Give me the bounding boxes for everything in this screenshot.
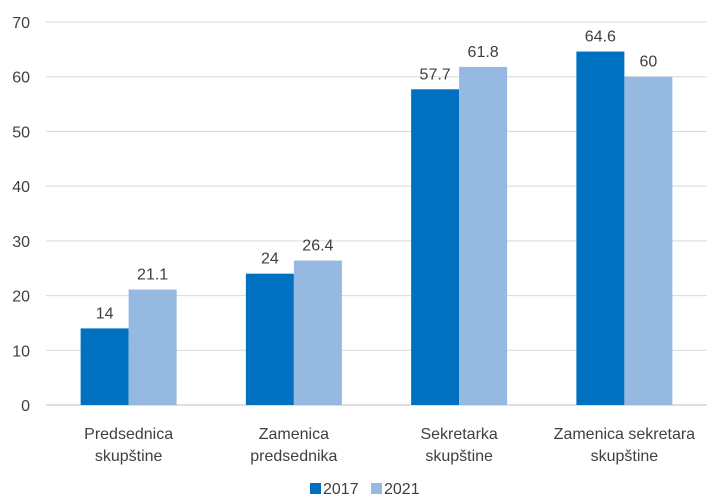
- bar-2021-1: [293, 260, 342, 405]
- y-tick-label: 30: [12, 234, 30, 251]
- legend: 2017 2021: [310, 481, 420, 498]
- category-label: Sekretarka: [420, 426, 497, 443]
- y-tick-label: 60: [12, 70, 30, 87]
- y-axis-ticks: 0 10 20 30 40 50 60 70: [12, 15, 30, 415]
- y-tick-label: 20: [12, 289, 30, 306]
- data-labels: 14 21.1 24 26.4 57.7 61.8 64.6 60: [96, 29, 658, 323]
- data-label: 57.7: [420, 66, 451, 83]
- category-label: Zamenica: [259, 426, 329, 443]
- bar-2021-3: [624, 76, 673, 405]
- category-label: Predsednica: [84, 426, 173, 443]
- category-label: skupštine: [591, 448, 659, 465]
- data-label: 24: [261, 251, 279, 268]
- bar-2021-0: [128, 289, 177, 405]
- y-tick-label: 50: [12, 124, 30, 141]
- data-label: 21.1: [137, 267, 168, 284]
- data-label: 60: [639, 54, 657, 71]
- category-label: Zamenica sekretara: [554, 426, 695, 443]
- legend-swatch-2021: [371, 483, 382, 494]
- legend-label: 2021: [384, 481, 420, 498]
- y-tick-label: 40: [12, 179, 30, 196]
- y-tick-label: 10: [12, 343, 30, 360]
- bar-2017-0: [80, 328, 129, 405]
- data-label: 14: [96, 305, 114, 322]
- category-label: predsednika: [250, 448, 337, 465]
- data-label: 26.4: [302, 238, 333, 255]
- category-label: skupštine: [95, 448, 163, 465]
- bar-2017-2: [411, 89, 460, 405]
- y-tick-label: 70: [12, 15, 30, 32]
- category-labels: Predsednica skupštine Zamenica predsednika S…: [84, 426, 695, 465]
- category-label: skupštine: [425, 448, 493, 465]
- bar-2017-1: [245, 273, 294, 405]
- bar-2021-2: [459, 66, 508, 405]
- bars: [80, 51, 673, 405]
- data-label: 61.8: [468, 44, 499, 61]
- legend-swatch-2017: [310, 483, 321, 494]
- bar-2017-3: [576, 51, 625, 405]
- data-label: 64.6: [585, 29, 616, 46]
- y-tick-label: 0: [21, 398, 30, 415]
- legend-label: 2017: [323, 481, 359, 498]
